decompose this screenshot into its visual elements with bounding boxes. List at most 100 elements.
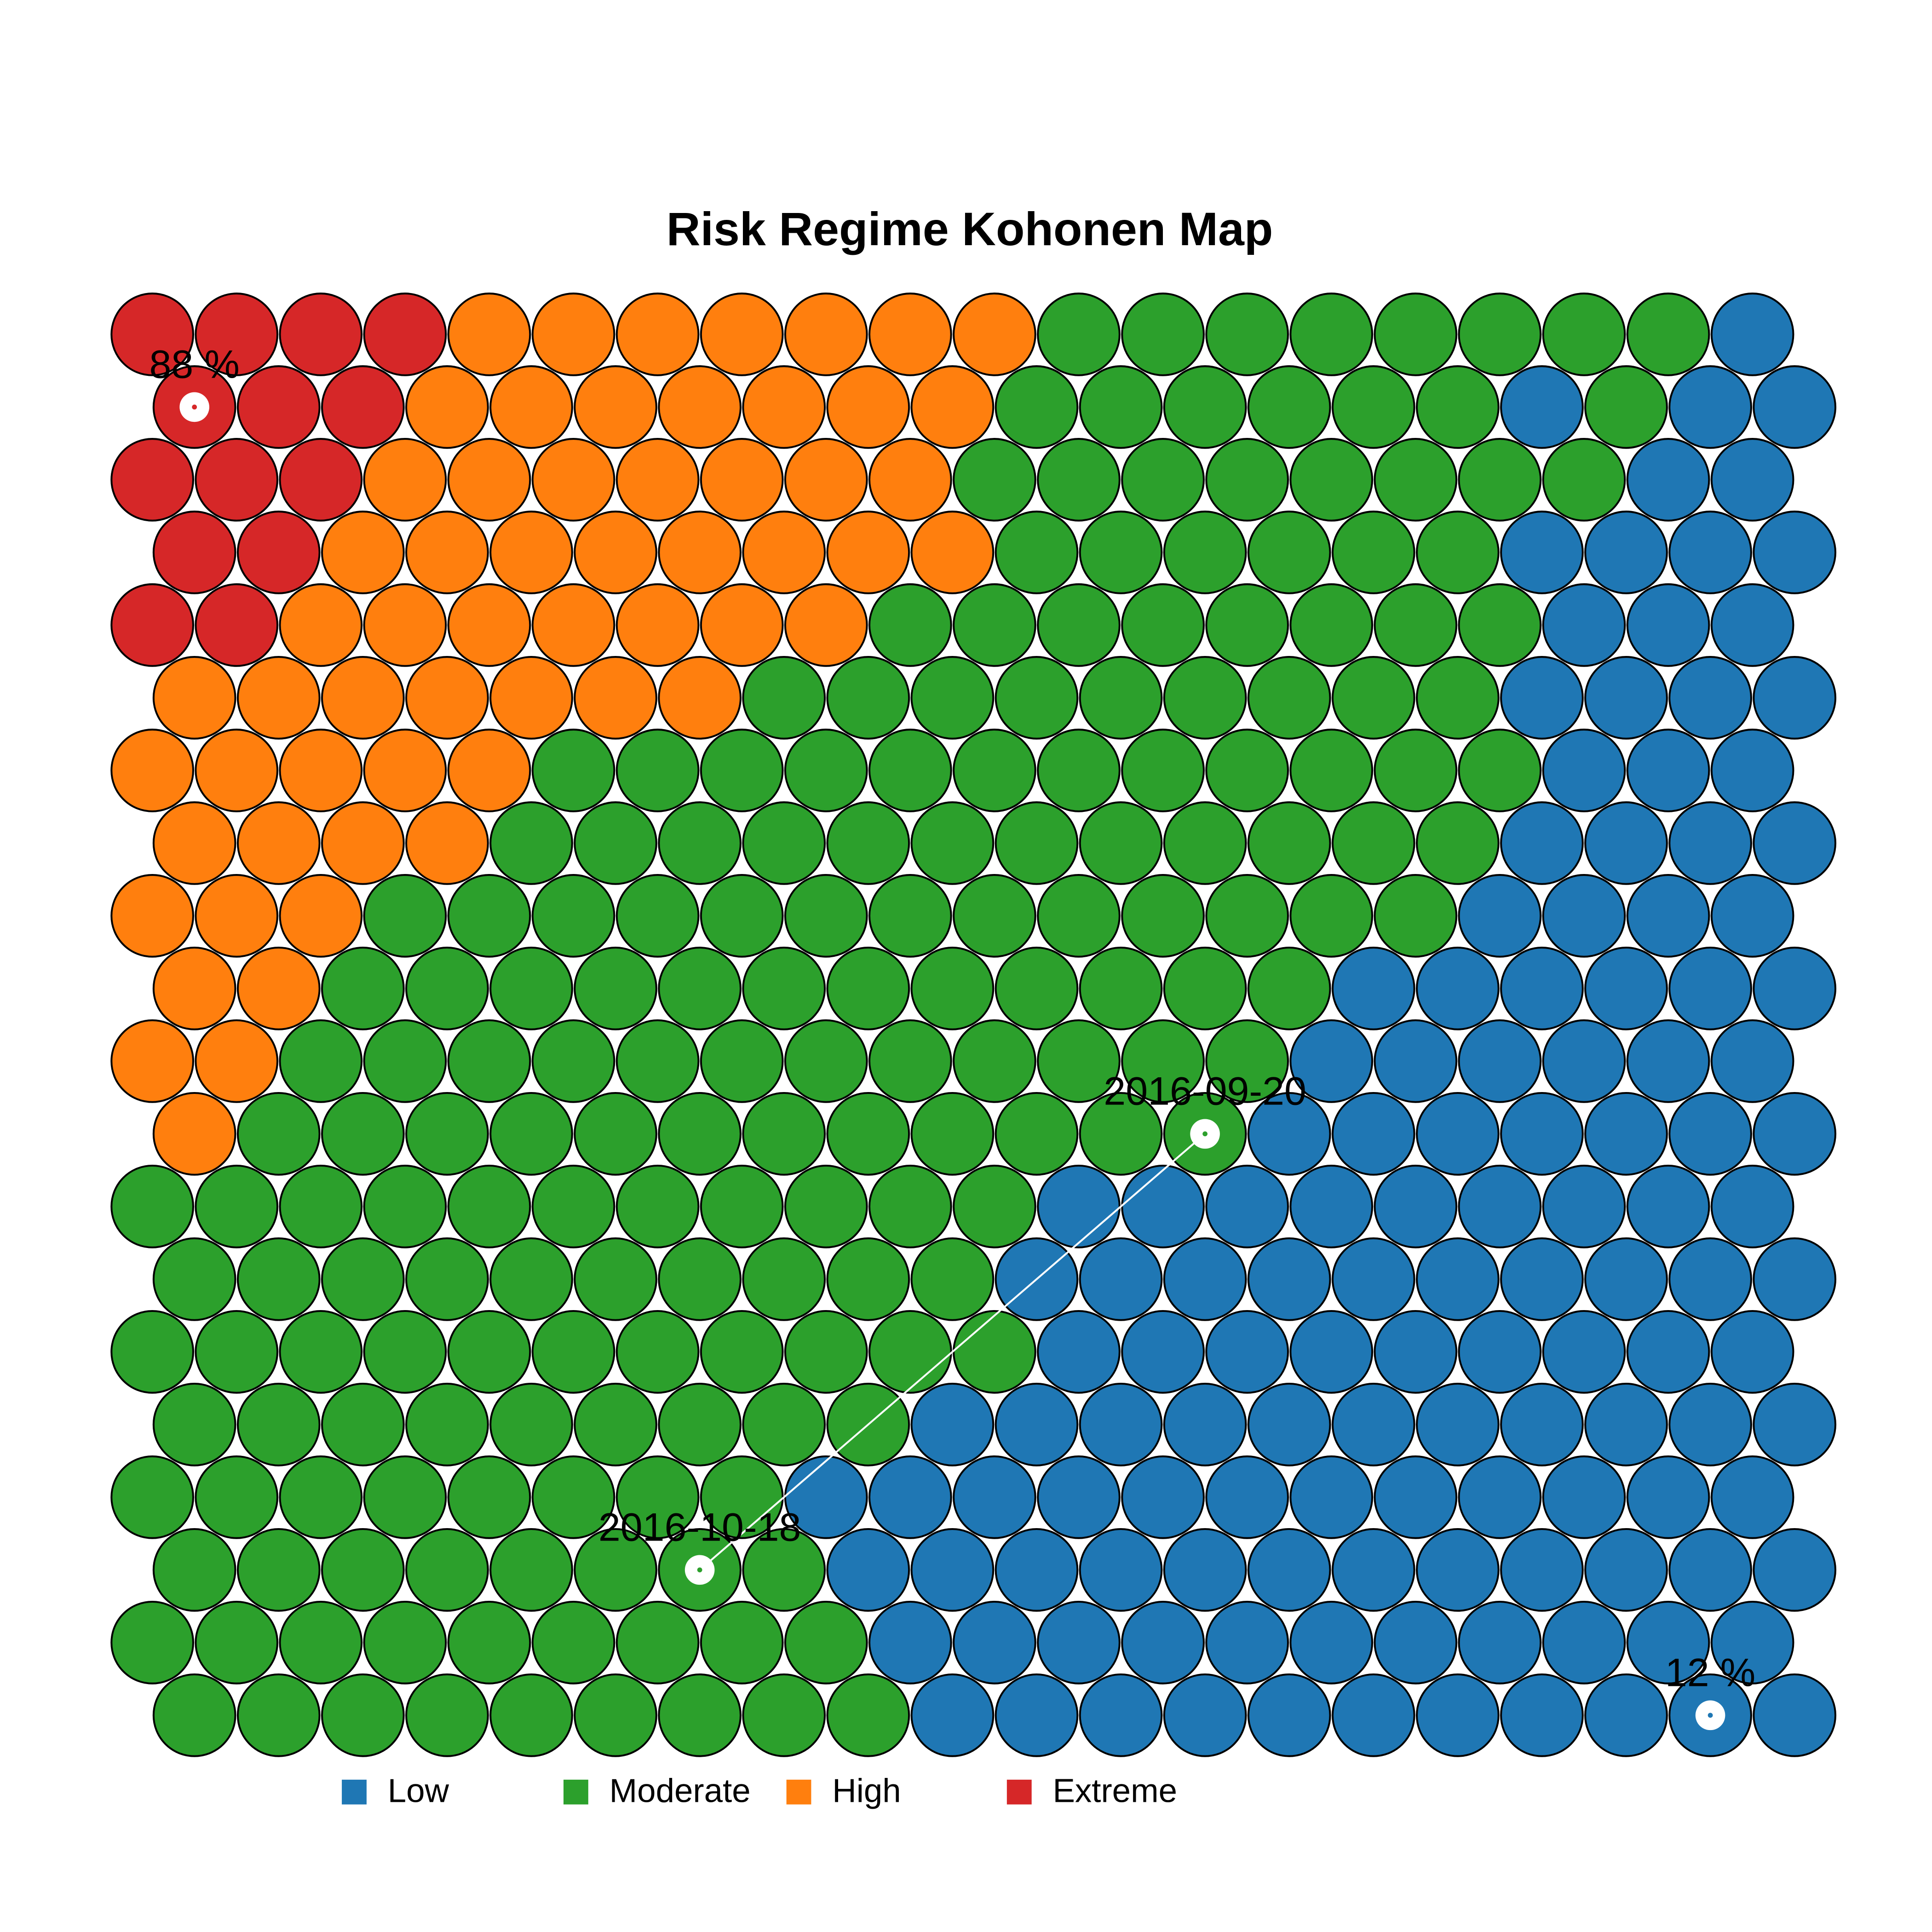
som-cell	[1710, 1019, 1794, 1103]
som-cell	[1205, 438, 1289, 522]
som-cell	[1584, 511, 1668, 594]
som-cell	[700, 1165, 784, 1248]
som-cell	[1121, 874, 1205, 958]
som-cell	[995, 1092, 1079, 1176]
som-cell	[236, 1382, 321, 1466]
som-cell	[1458, 874, 1542, 958]
som-cell	[447, 293, 531, 376]
som-cell	[615, 293, 700, 376]
som-cell	[1374, 583, 1458, 667]
som-cell	[1753, 656, 1837, 740]
som-cell	[236, 365, 321, 449]
som-cell	[152, 1673, 236, 1757]
som-cell	[110, 1310, 195, 1394]
som-cell	[1374, 1165, 1458, 1248]
som-cell	[1205, 1455, 1289, 1539]
som-cell	[1626, 583, 1710, 667]
som-cell	[531, 438, 615, 522]
som-cell	[910, 1528, 995, 1612]
som-cell	[152, 1528, 236, 1612]
som-cell	[1668, 1528, 1752, 1612]
som-cell	[1415, 1237, 1500, 1321]
som-cell	[1542, 583, 1626, 667]
som-cell	[910, 801, 995, 885]
som-cell	[489, 1382, 573, 1466]
som-cell	[279, 1165, 363, 1248]
som-cell	[531, 729, 615, 812]
som-cell	[826, 511, 910, 594]
som-cell	[1289, 438, 1374, 522]
som-cell	[489, 511, 573, 594]
som-cell	[1247, 1092, 1331, 1176]
som-cell	[1415, 1673, 1500, 1757]
som-cell	[489, 1528, 573, 1612]
som-cell	[1458, 1310, 1542, 1394]
som-cell	[531, 1165, 615, 1248]
som-cell	[363, 1455, 447, 1539]
som-cell	[1289, 583, 1374, 667]
som-cell	[826, 1237, 910, 1321]
som-cell	[1121, 1310, 1205, 1394]
som-cell	[574, 1237, 657, 1321]
som-cell	[110, 293, 195, 376]
som-cell	[742, 1528, 826, 1612]
som-cell	[574, 1092, 657, 1176]
som-cell	[1037, 874, 1121, 958]
som-cell	[152, 511, 236, 594]
som-cell	[489, 947, 573, 1030]
som-cell	[742, 1092, 826, 1176]
som-cell	[447, 1019, 531, 1103]
som-cell	[1331, 1673, 1415, 1757]
som-cell	[1247, 1673, 1331, 1757]
som-cell	[1079, 511, 1163, 594]
marker-dot	[192, 404, 197, 410]
som-cell	[615, 1600, 700, 1685]
som-cell	[1205, 729, 1289, 812]
som-cell	[1542, 1019, 1626, 1103]
som-cell	[574, 947, 657, 1030]
som-cell	[447, 729, 531, 812]
som-cell	[1458, 438, 1542, 522]
som-cell	[868, 874, 952, 958]
som-cell	[953, 874, 1036, 958]
som-cell	[279, 1310, 363, 1394]
som-cell	[1458, 1455, 1542, 1539]
som-cell	[784, 1310, 868, 1394]
som-cell	[531, 1310, 615, 1394]
som-cell	[1289, 874, 1374, 958]
som-cell	[910, 365, 995, 449]
som-cell	[447, 438, 531, 522]
som-cell	[489, 1673, 573, 1757]
som-cell	[615, 438, 700, 522]
som-cell	[574, 1673, 657, 1757]
som-cell	[1289, 1310, 1374, 1394]
som-cell	[826, 365, 910, 449]
som-cell	[1584, 1528, 1668, 1612]
som-cell	[1710, 874, 1794, 958]
som-cell	[742, 656, 826, 740]
som-cell	[363, 583, 447, 667]
som-cell	[1374, 1600, 1458, 1685]
som-cell	[1500, 1237, 1584, 1321]
som-cell	[405, 801, 489, 885]
som-cell	[1415, 1382, 1500, 1466]
som-cell	[995, 801, 1079, 885]
som-cell	[1289, 1600, 1374, 1685]
som-cell	[236, 947, 321, 1030]
som-cell	[995, 947, 1079, 1030]
som-cell	[1626, 1455, 1710, 1539]
som-cell	[1458, 729, 1542, 812]
som-cell	[236, 1673, 321, 1757]
legend-swatch	[564, 1779, 588, 1805]
som-cell	[1289, 1165, 1374, 1248]
som-cell	[152, 1382, 236, 1466]
som-cell	[1247, 656, 1331, 740]
som-cell	[1331, 365, 1415, 449]
som-cell	[279, 1455, 363, 1539]
som-cell	[1247, 1237, 1331, 1321]
som-cell	[321, 1092, 405, 1176]
som-cell	[1289, 293, 1374, 376]
som-cell	[531, 293, 615, 376]
som-cell	[363, 729, 447, 812]
som-cell	[1626, 438, 1710, 522]
